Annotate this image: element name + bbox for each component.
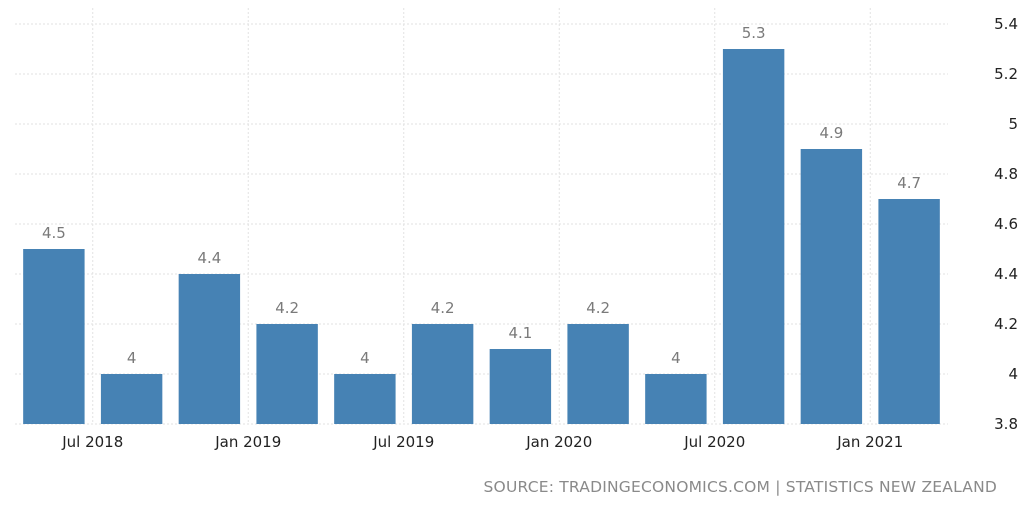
y-tick-label: 3.8 bbox=[994, 415, 1018, 433]
y-tick-label: 4.6 bbox=[994, 215, 1018, 233]
source-caption: SOURCE: TRADINGECONOMICS.COM | STATISTIC… bbox=[483, 478, 997, 496]
y-tick-label: 4.4 bbox=[994, 265, 1018, 283]
bar bbox=[178, 274, 241, 424]
data-label: 4.2 bbox=[586, 299, 610, 317]
data-label: 4.9 bbox=[819, 124, 843, 142]
bar bbox=[334, 374, 396, 424]
x-tick-label: Jul 2020 bbox=[683, 433, 745, 451]
y-tick-label: 5 bbox=[1008, 115, 1018, 133]
bar bbox=[800, 149, 863, 424]
data-label: 4.7 bbox=[897, 174, 921, 192]
data-label: 4.4 bbox=[197, 249, 221, 267]
x-tick-label: Jan 2021 bbox=[836, 433, 903, 451]
y-tick-label: 4 bbox=[1008, 365, 1018, 383]
data-label: 4.2 bbox=[431, 299, 455, 317]
bar bbox=[489, 349, 552, 424]
data-label: 4 bbox=[671, 349, 681, 367]
y-tick-label: 5.2 bbox=[994, 65, 1018, 83]
data-label: 4.2 bbox=[275, 299, 299, 317]
bar bbox=[100, 374, 163, 424]
data-label: 5.3 bbox=[742, 24, 766, 42]
data-label: 4 bbox=[127, 349, 137, 367]
y-tick-label: 5.4 bbox=[994, 15, 1018, 33]
y-tick-label: 4.8 bbox=[994, 165, 1018, 183]
data-label: 4.5 bbox=[42, 224, 66, 242]
x-tick-label: Jan 2020 bbox=[525, 433, 592, 451]
data-label: 4 bbox=[360, 349, 370, 367]
y-tick-label: 4.2 bbox=[994, 315, 1018, 333]
bar bbox=[256, 324, 318, 424]
bar bbox=[878, 199, 940, 424]
bar bbox=[645, 374, 707, 424]
bar bbox=[411, 324, 474, 424]
x-tick-label: Jul 2019 bbox=[372, 433, 434, 451]
x-tick-label: Jul 2018 bbox=[61, 433, 123, 451]
x-tick-label: Jan 2019 bbox=[214, 433, 281, 451]
data-label: 4.1 bbox=[508, 324, 532, 342]
bar bbox=[23, 249, 85, 424]
bar bbox=[722, 49, 785, 424]
bar bbox=[567, 324, 629, 424]
